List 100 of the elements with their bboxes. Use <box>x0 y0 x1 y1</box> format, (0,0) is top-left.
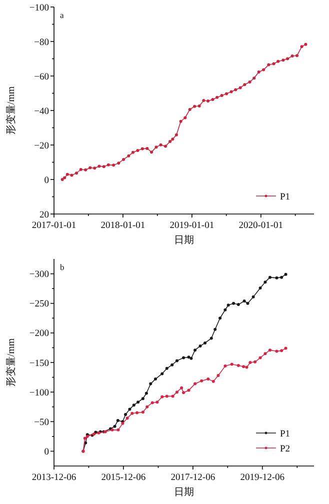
point <box>124 413 128 416</box>
point <box>284 272 288 276</box>
point <box>258 356 262 360</box>
point <box>141 397 144 400</box>
point <box>258 286 262 290</box>
y-tick-label: −300 <box>29 270 50 280</box>
chart-title: a <box>60 10 64 20</box>
legend-label: P1 <box>280 430 290 440</box>
point <box>193 104 196 108</box>
point <box>132 404 136 407</box>
point <box>236 303 240 306</box>
y-tick-label: −40 <box>34 106 50 117</box>
x-tick-label: 2017-01-01 <box>32 221 76 231</box>
point <box>242 365 246 368</box>
point <box>93 166 96 170</box>
point <box>194 348 197 352</box>
point <box>280 276 284 279</box>
point <box>136 411 139 414</box>
point <box>206 378 210 381</box>
point <box>198 104 201 108</box>
point <box>220 94 224 97</box>
point <box>171 394 174 398</box>
point <box>149 382 152 386</box>
point <box>144 392 148 395</box>
point <box>230 362 234 366</box>
point <box>60 178 64 181</box>
point <box>242 299 246 302</box>
y-tick-label: −250 <box>29 300 50 310</box>
y-axis-title: 形变量/mm <box>5 338 17 387</box>
point <box>128 408 132 411</box>
point <box>165 394 168 398</box>
point <box>179 120 182 123</box>
point <box>286 57 290 60</box>
y-tick-label: −100 <box>29 3 50 14</box>
y-tick-label: −50 <box>34 418 50 428</box>
point <box>276 60 280 63</box>
y-tick-label: 0 <box>44 176 50 186</box>
y-tick-label: −20 <box>34 141 50 152</box>
point <box>188 108 192 111</box>
line-series <box>82 346 288 453</box>
legend-label: P1 <box>280 192 290 202</box>
point <box>106 163 110 166</box>
point <box>156 400 159 404</box>
point <box>182 391 186 394</box>
point <box>275 350 278 353</box>
point <box>112 164 116 167</box>
point <box>206 100 210 103</box>
point <box>146 146 149 150</box>
point <box>160 395 164 398</box>
point <box>180 386 184 390</box>
point <box>268 276 272 279</box>
x-tick-label: 2020-01-01 <box>238 221 284 231</box>
point <box>74 172 78 175</box>
point <box>150 150 153 154</box>
point <box>122 158 126 161</box>
point <box>83 436 86 440</box>
point <box>224 364 227 368</box>
point <box>248 361 252 364</box>
y-tick-label: −60 <box>34 72 50 82</box>
point <box>200 379 204 382</box>
y-axis-title: 形变量/mm <box>5 86 17 135</box>
point <box>102 165 106 168</box>
legend-label: P2 <box>280 444 290 454</box>
point <box>171 138 174 141</box>
x-tick-label: 2015-12-06 <box>101 473 146 483</box>
point <box>216 374 220 378</box>
point <box>304 42 308 46</box>
point <box>284 346 288 350</box>
point <box>175 390 178 394</box>
point <box>175 359 178 362</box>
point <box>187 388 190 392</box>
point <box>98 164 101 168</box>
point <box>184 116 187 120</box>
point <box>236 364 240 367</box>
point <box>146 405 149 408</box>
y-tick-label: −80 <box>34 38 50 48</box>
point <box>127 154 130 158</box>
point <box>164 144 167 148</box>
point <box>232 302 236 305</box>
point <box>243 83 246 86</box>
point <box>159 143 162 146</box>
point <box>136 149 140 152</box>
chart-title: b <box>60 262 64 272</box>
point <box>252 295 255 298</box>
point <box>234 88 238 92</box>
point <box>268 348 272 352</box>
point <box>187 356 190 359</box>
point <box>254 360 257 364</box>
point <box>116 418 120 422</box>
point <box>245 366 248 369</box>
point <box>165 366 168 370</box>
y-tick-label: 20 <box>40 210 50 220</box>
point <box>79 168 82 171</box>
point <box>63 176 66 180</box>
point <box>272 62 276 66</box>
point <box>214 328 217 331</box>
point <box>150 401 154 404</box>
point <box>141 410 144 414</box>
point <box>113 424 116 428</box>
point <box>154 378 157 381</box>
